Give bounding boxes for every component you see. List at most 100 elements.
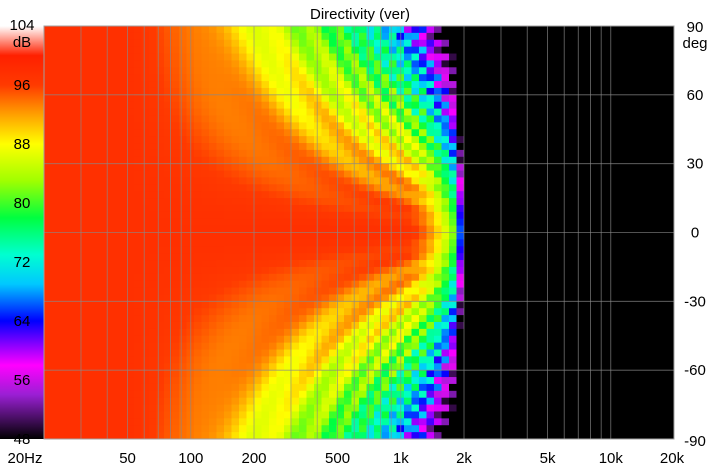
heatmap-cell — [329, 163, 338, 172]
heatmap-cell — [351, 308, 360, 316]
heatmap-cell — [584, 143, 593, 151]
heatmap-cell — [149, 60, 158, 68]
heatmap-cell — [239, 370, 248, 378]
heatmap-cell — [366, 39, 375, 48]
heatmap-cell — [231, 232, 240, 240]
heatmap-cell — [239, 156, 248, 165]
heatmap-cell — [501, 53, 510, 62]
heatmap-cell — [269, 101, 278, 110]
heatmap-cell — [321, 377, 330, 385]
heatmap-cell — [329, 122, 338, 130]
heatmap-cell — [149, 122, 158, 130]
heatmap-cell — [426, 32, 435, 41]
heatmap-cell — [239, 342, 248, 351]
heatmap-cell — [126, 397, 135, 406]
heatmap-cell — [96, 136, 105, 144]
heatmap-cell — [201, 273, 210, 282]
heatmap-cell — [81, 260, 90, 268]
heatmap-cell — [419, 87, 428, 96]
heatmap-cell — [561, 94, 570, 103]
heatmap-cell — [509, 87, 518, 96]
heatmap-cell — [156, 81, 165, 89]
heatmap-cell — [516, 156, 525, 165]
heatmap-cell — [366, 170, 375, 179]
heatmap-cell — [276, 156, 285, 165]
heatmap-cell — [231, 204, 240, 213]
heatmap-cell — [216, 26, 225, 34]
heatmap-cell — [621, 122, 630, 130]
heatmap-cell — [141, 218, 150, 227]
heatmap-cell — [246, 39, 255, 48]
heatmap-cell — [261, 273, 270, 282]
heatmap-cell — [239, 149, 248, 158]
heatmap-cell — [156, 404, 165, 413]
heatmap-cell — [524, 308, 533, 316]
heatmap-cell — [314, 280, 323, 289]
heatmap-cell — [321, 39, 330, 48]
heatmap-cell — [119, 122, 128, 130]
heatmap-cell — [269, 184, 278, 192]
heatmap-cell — [569, 260, 578, 268]
heatmap-cell — [434, 308, 443, 316]
heatmap-cell — [134, 370, 143, 378]
heatmap-cell — [321, 46, 330, 55]
heatmap-cell — [404, 218, 413, 227]
heatmap-cell — [299, 170, 308, 179]
heatmap-cell — [149, 308, 158, 316]
heatmap-cell — [81, 349, 90, 357]
heatmap-cell — [156, 129, 165, 137]
heatmap-cell — [209, 60, 218, 68]
heatmap-cell — [291, 425, 300, 433]
heatmap-cell — [209, 335, 218, 344]
heatmap-cell — [449, 136, 458, 144]
heatmap-cell — [216, 425, 225, 433]
heatmap-cell — [486, 191, 495, 199]
heatmap-cell — [276, 184, 285, 192]
heatmap-cell — [179, 39, 188, 48]
heatmap-cell — [636, 149, 645, 158]
heatmap-cell — [194, 184, 203, 192]
heatmap-cell — [554, 67, 563, 75]
heatmap-cell — [389, 149, 398, 158]
heatmap-cell — [426, 377, 435, 385]
heatmap-cell — [149, 356, 158, 364]
heatmap-cell — [441, 253, 450, 261]
heatmap-cell — [216, 328, 225, 337]
heatmap-cell — [284, 356, 293, 364]
heatmap-cell — [246, 143, 255, 151]
heatmap-cell — [194, 335, 203, 344]
heatmap-cell — [494, 129, 503, 137]
heatmap-cell — [554, 149, 563, 158]
heatmap-cell — [164, 266, 173, 275]
heatmap-cell — [269, 74, 278, 82]
heatmap-cell — [486, 266, 495, 275]
heatmap-cell — [66, 177, 75, 185]
heatmap-cell — [96, 67, 105, 75]
heatmap-cell — [134, 363, 143, 371]
heatmap-cell — [599, 411, 608, 419]
heatmap-cell — [614, 136, 623, 144]
heatmap-cell — [344, 349, 353, 357]
heatmap-cell — [261, 301, 270, 309]
heatmap-cell — [636, 136, 645, 144]
heatmap-cell — [344, 253, 353, 261]
heatmap-cell — [254, 280, 263, 289]
heatmap-cell — [239, 349, 248, 357]
heatmap-cell — [486, 149, 495, 158]
heatmap-cell — [621, 87, 630, 96]
heatmap-cell — [614, 156, 623, 165]
heatmap-cell — [524, 397, 533, 406]
heatmap-cell — [209, 170, 218, 179]
heatmap-cell — [44, 377, 53, 385]
heatmap-cell — [494, 39, 503, 48]
heatmap-cell — [149, 253, 158, 261]
heatmap-cell — [629, 170, 638, 179]
heatmap-cell — [621, 370, 630, 378]
heatmap-cell — [621, 246, 630, 254]
heatmap-cell — [494, 377, 503, 385]
heatmap-cell — [644, 232, 653, 240]
heatmap-cell — [501, 418, 510, 426]
heatmap-cell — [44, 156, 53, 165]
heatmap-cell — [74, 87, 83, 96]
heatmap-cell — [419, 335, 428, 344]
